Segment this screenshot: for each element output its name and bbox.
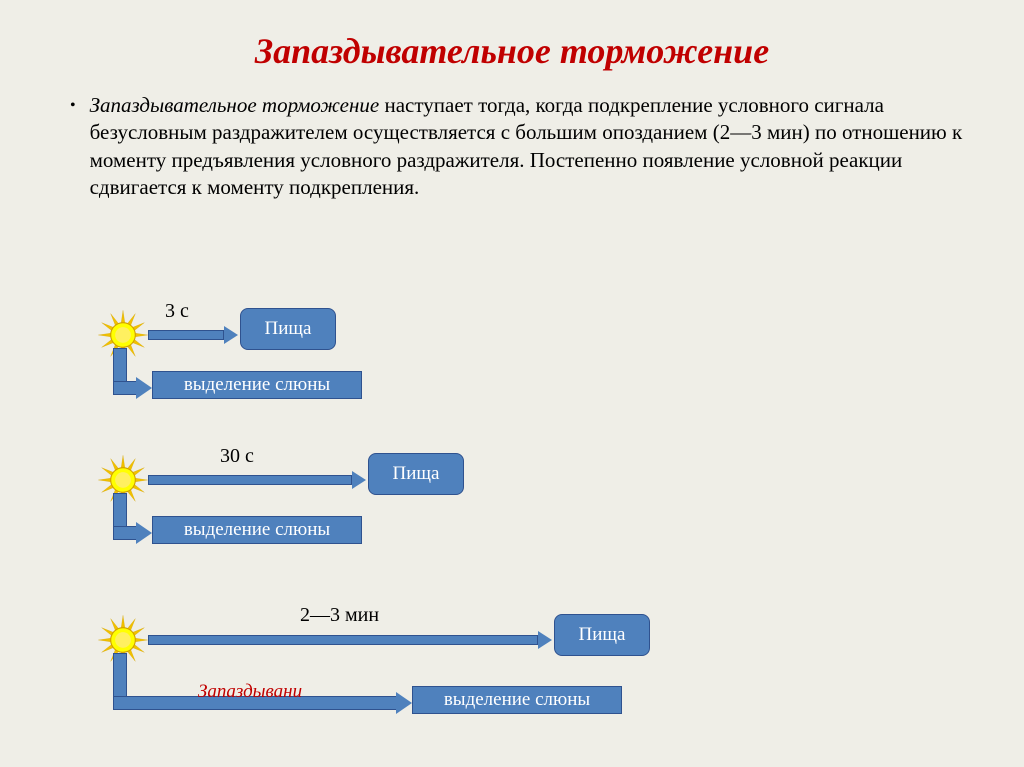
food-box: Пища bbox=[554, 614, 650, 656]
bullet-dot: • bbox=[70, 92, 76, 201]
duration-label: 30 с bbox=[220, 445, 254, 468]
desc-lead: Запаздывательное торможение bbox=[90, 93, 380, 117]
arrow-to-food bbox=[148, 326, 238, 344]
description: • Запаздывательное торможение наступает … bbox=[0, 92, 1024, 201]
duration-label: 2—3 мин bbox=[300, 604, 379, 627]
page-title: Запаздывательное торможение bbox=[0, 0, 1024, 92]
arrow-to-food bbox=[148, 631, 552, 649]
delay-label: Запаздывани bbox=[198, 681, 302, 703]
duration-label: 3 с bbox=[165, 300, 189, 323]
food-box: Пища bbox=[368, 453, 464, 495]
saliva-box: выделение слюны bbox=[412, 686, 622, 714]
description-text: Запаздывательное торможение наступает то… bbox=[90, 92, 964, 201]
title-text: Запаздывательное торможение bbox=[0, 30, 1024, 72]
arrow-to-food bbox=[148, 471, 366, 489]
saliva-box: выделение слюны bbox=[152, 516, 362, 544]
saliva-box: выделение слюны bbox=[152, 371, 362, 399]
food-box: Пища bbox=[240, 308, 336, 350]
